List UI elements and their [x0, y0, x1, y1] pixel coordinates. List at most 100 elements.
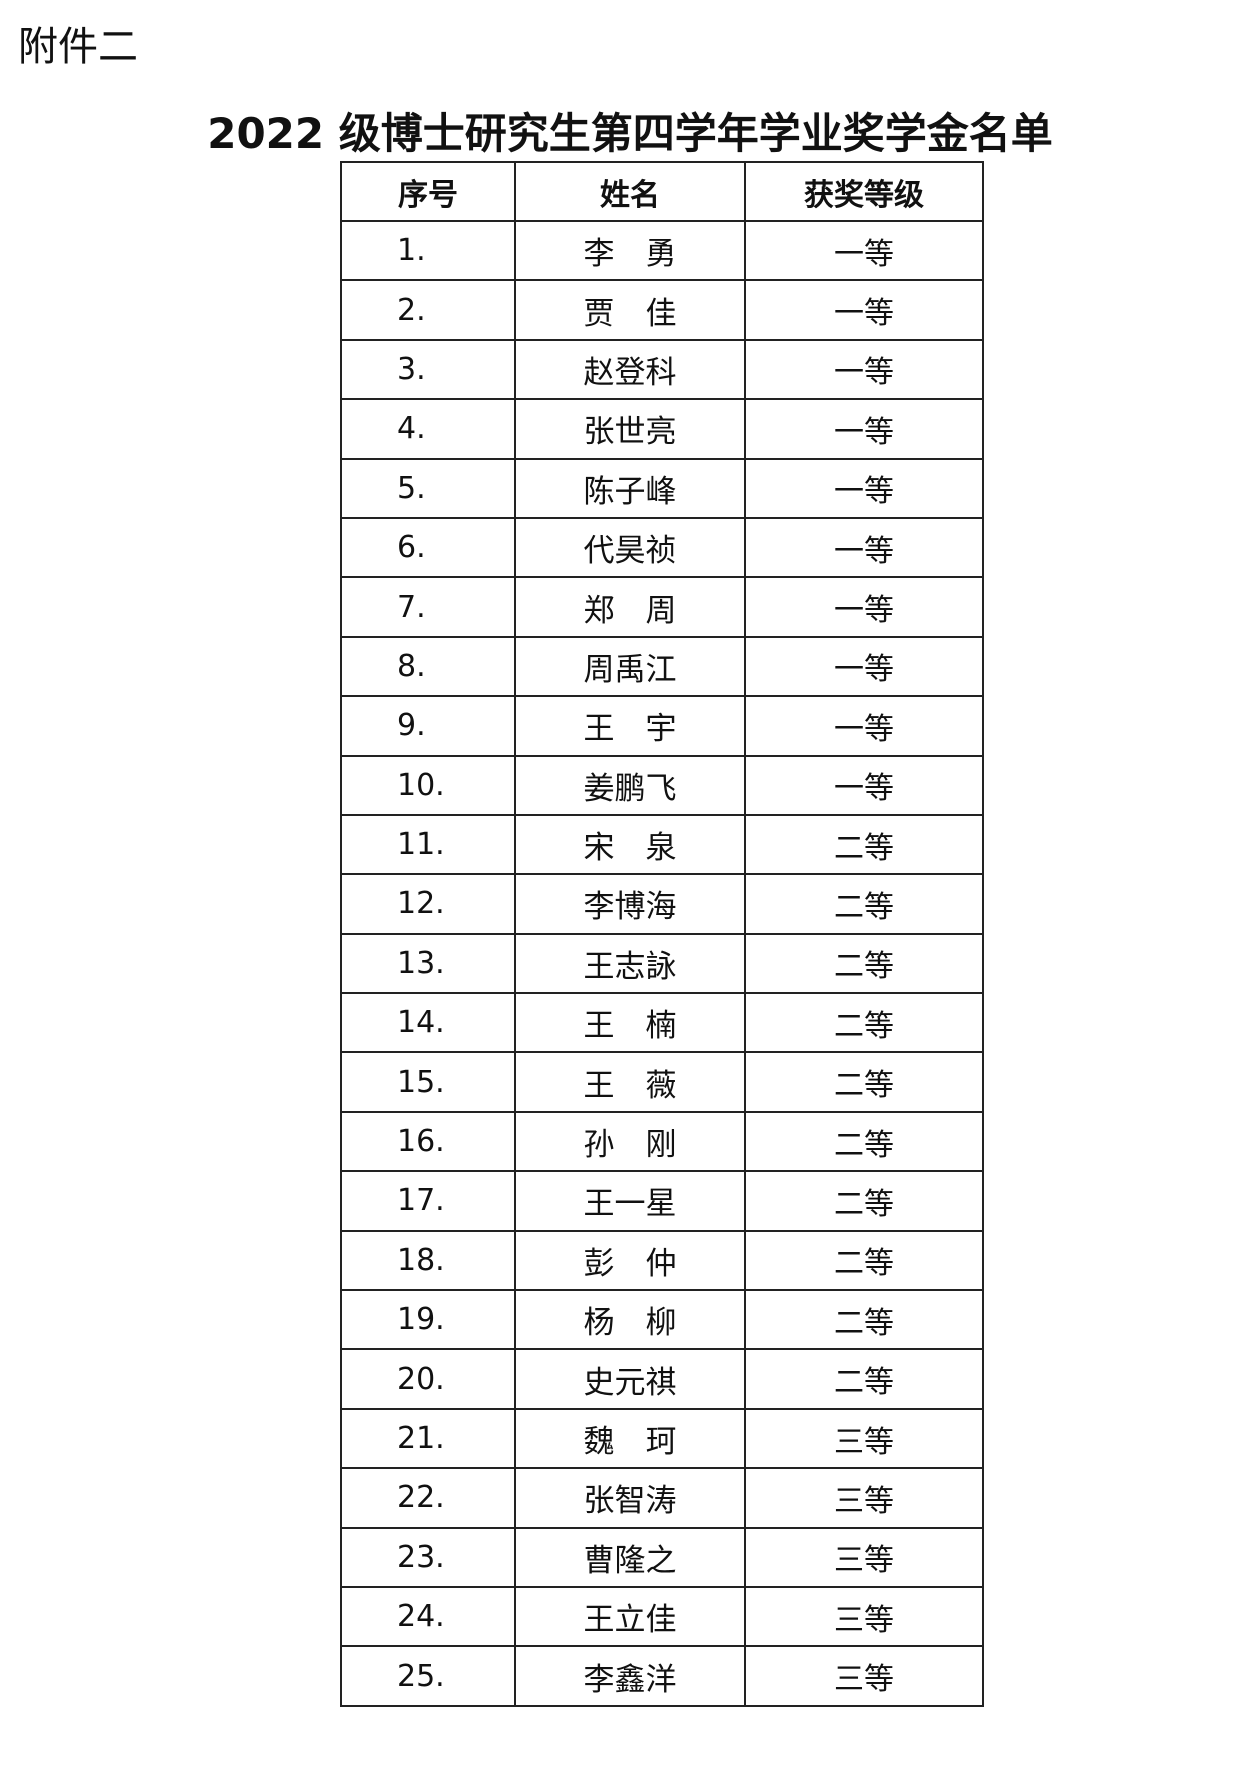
cell-level: 三等: [744, 1467, 984, 1529]
table-row: 14. 王 楠二等: [340, 992, 984, 1054]
cell-name: 王 薇: [514, 1051, 746, 1113]
table-row: 9. 王 宇一等: [340, 695, 984, 757]
cell-name: 代昊祯: [514, 516, 746, 579]
cell-index: 8.: [340, 635, 516, 698]
cell-name: 宋 泉: [514, 813, 746, 876]
cell-name: 魏 珂: [514, 1407, 746, 1470]
cell-index: 24.: [340, 1585, 516, 1648]
table-row: 3. 赵登科 一等: [340, 338, 984, 401]
cell-name: 王一星: [514, 1170, 746, 1232]
cell-index: 16.: [340, 1110, 516, 1173]
table-row: 15. 王 薇二等: [340, 1051, 984, 1113]
table-row: 1. 李 勇一等: [340, 219, 984, 282]
cell-index: 5.: [340, 457, 516, 519]
cell-name: 彭 仲: [514, 1229, 746, 1292]
cell-level: 二等: [744, 813, 984, 876]
cell-name: 周禹江: [514, 635, 746, 698]
table-row: 2. 贾 佳一等: [340, 279, 984, 341]
table-row: 21. 魏 珂三等: [340, 1407, 984, 1470]
cell-index: 4.: [340, 398, 516, 460]
attachment-label: 附件二: [18, 24, 138, 70]
table-row: 6. 代昊祯 一等: [340, 516, 984, 579]
cell-index: 17.: [340, 1170, 516, 1232]
cell-level: 一等: [744, 635, 984, 698]
table-row: 10. 姜鹏飞 一等: [340, 754, 984, 816]
table-row: 11. 宋 泉二等: [340, 813, 984, 876]
cell-level: 三等: [744, 1645, 984, 1707]
cell-index: 18.: [340, 1229, 516, 1292]
cell-index: 20.: [340, 1348, 516, 1410]
cell-name: 李博海: [514, 873, 746, 935]
header-level: 获奖等级: [744, 161, 984, 222]
header-index: 序号: [340, 161, 516, 222]
cell-index: 22.: [340, 1467, 516, 1529]
scholarship-table: 序号 姓名 获奖等级 1. 李 勇一等 2. 贾 佳一等 3. 赵登科 一等 4. 张世亮 一等 5…: [340, 161, 984, 1707]
cell-level: 二等: [744, 992, 984, 1054]
cell-index: 25.: [340, 1645, 516, 1707]
cell-index: 2.: [340, 279, 516, 341]
cell-level: 二等: [744, 1170, 984, 1232]
cell-index: 7.: [340, 576, 516, 638]
cell-level: 一等: [744, 695, 984, 757]
cell-level: 三等: [744, 1585, 984, 1648]
cell-index: 6.: [340, 516, 516, 579]
cell-index: 9.: [340, 695, 516, 757]
cell-level: 三等: [744, 1526, 984, 1588]
cell-level: 一等: [744, 457, 984, 519]
cell-index: 12.: [340, 873, 516, 935]
cell-level: 二等: [744, 932, 984, 995]
cell-name: 王 宇: [514, 695, 746, 757]
cell-level: 二等: [744, 1051, 984, 1113]
table-row: 18. 彭 仲二等: [340, 1229, 984, 1292]
cell-level: 一等: [744, 754, 984, 816]
cell-name: 史元祺: [514, 1348, 746, 1410]
cell-level: 二等: [744, 1229, 984, 1292]
table-row: 25. 李鑫洋 三等: [340, 1645, 984, 1707]
cell-level: 二等: [744, 1289, 984, 1351]
table-row: 13. 王志詠 二等: [340, 932, 984, 995]
cell-name: 贾 佳: [514, 279, 746, 341]
cell-level: 一等: [744, 219, 984, 282]
cell-index: 19.: [340, 1289, 516, 1351]
cell-index: 11.: [340, 813, 516, 876]
cell-name: 王立佳: [514, 1585, 746, 1648]
cell-level: 一等: [744, 398, 984, 460]
header-name: 姓名: [514, 161, 746, 222]
cell-level: 一等: [744, 338, 984, 401]
cell-name: 曹隆之: [514, 1526, 746, 1588]
cell-index: 21.: [340, 1407, 516, 1470]
cell-index: 1.: [340, 219, 516, 282]
cell-name: 杨 柳: [514, 1289, 746, 1351]
cell-level: 一等: [744, 516, 984, 579]
table-row: 22. 张智涛 三等: [340, 1467, 984, 1529]
table-row: 20. 史元祺 二等: [340, 1348, 984, 1410]
cell-name: 王志詠: [514, 932, 746, 995]
table-row: 7. 郑 周一等: [340, 576, 984, 638]
cell-name: 王 楠: [514, 992, 746, 1054]
cell-name: 赵登科: [514, 338, 746, 401]
cell-level: 一等: [744, 279, 984, 341]
cell-level: 一等: [744, 576, 984, 638]
table-row: 8. 周禹江 一等: [340, 635, 984, 698]
cell-index: 10.: [340, 754, 516, 816]
cell-index: 3.: [340, 338, 516, 401]
cell-name: 李鑫洋: [514, 1645, 746, 1707]
cell-level: 二等: [744, 1348, 984, 1410]
cell-name: 张世亮: [514, 398, 746, 460]
cell-name: 张智涛: [514, 1467, 746, 1529]
cell-level: 二等: [744, 1110, 984, 1173]
cell-level: 三等: [744, 1407, 984, 1470]
cell-level: 二等: [744, 873, 984, 935]
cell-name: 姜鹏飞: [514, 754, 746, 816]
document-title: 2022 级博士研究生第四学年学业奖学金名单: [207, 109, 1053, 158]
cell-name: 陈子峰: [514, 457, 746, 519]
cell-name: 李 勇: [514, 219, 746, 282]
table-row: 12. 李博海 二等: [340, 873, 984, 935]
table-row: 24. 王立佳 三等: [340, 1585, 984, 1648]
table-row: 19. 杨 柳二等: [340, 1289, 984, 1351]
table-header-row: 序号 姓名 获奖等级: [340, 161, 984, 222]
cell-index: 14.: [340, 992, 516, 1054]
table-row: 17. 王一星 二等: [340, 1170, 984, 1232]
table-row: 5. 陈子峰 一等: [340, 457, 984, 519]
table-row: 16. 孙 刚二等: [340, 1110, 984, 1173]
